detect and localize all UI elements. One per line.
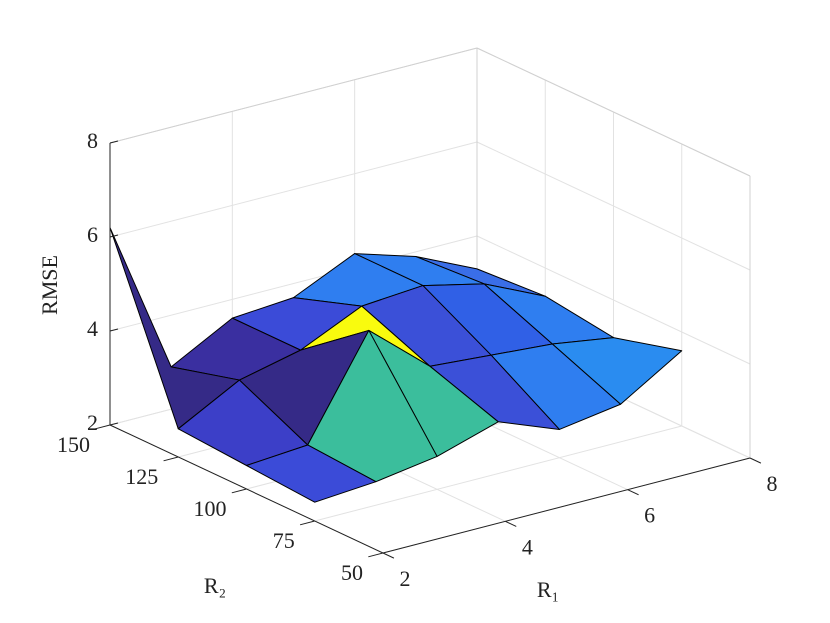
x-tick [749, 457, 762, 464]
x-tick-label: 6 [644, 503, 655, 528]
x-tick-label: 2 [400, 566, 411, 591]
grid-line [476, 141, 751, 271]
y-tick-label: 125 [125, 464, 158, 489]
z-tick-label: 6 [87, 222, 98, 247]
box-edge [109, 47, 478, 144]
y-tick [231, 488, 247, 494]
x-tick [382, 552, 395, 559]
z-tick [109, 234, 119, 238]
x-tick-label: 8 [767, 471, 778, 496]
y-axis-label: R₂ [204, 573, 226, 598]
y-tick [163, 456, 179, 462]
x-tick-label: 4 [522, 534, 533, 559]
z-tick [109, 328, 119, 332]
x-axis [382, 457, 751, 554]
z-axis-label: RMSE [37, 255, 62, 315]
surface-face [246, 444, 377, 503]
y-tick-label: 50 [341, 560, 363, 585]
x-axis-label: R₁ [537, 577, 559, 602]
grid-line [109, 141, 478, 238]
z-tick-label: 8 [87, 128, 98, 153]
z-tick-label: 2 [87, 410, 98, 435]
box-edge [476, 47, 751, 177]
grid-line [476, 235, 751, 365]
grid-line [314, 425, 682, 522]
y-tick-label: 75 [273, 528, 295, 553]
x-tick [505, 520, 517, 527]
z-tick [109, 140, 119, 144]
z-tick-label: 4 [87, 316, 98, 341]
x-tick [627, 489, 639, 496]
y-tick [368, 552, 384, 558]
y-tick [95, 424, 111, 430]
y-tick [299, 520, 315, 526]
y-tick-label: 100 [194, 496, 227, 521]
z-tick [109, 422, 119, 426]
y-tick-label: 150 [57, 432, 90, 457]
grid-line [109, 235, 478, 332]
